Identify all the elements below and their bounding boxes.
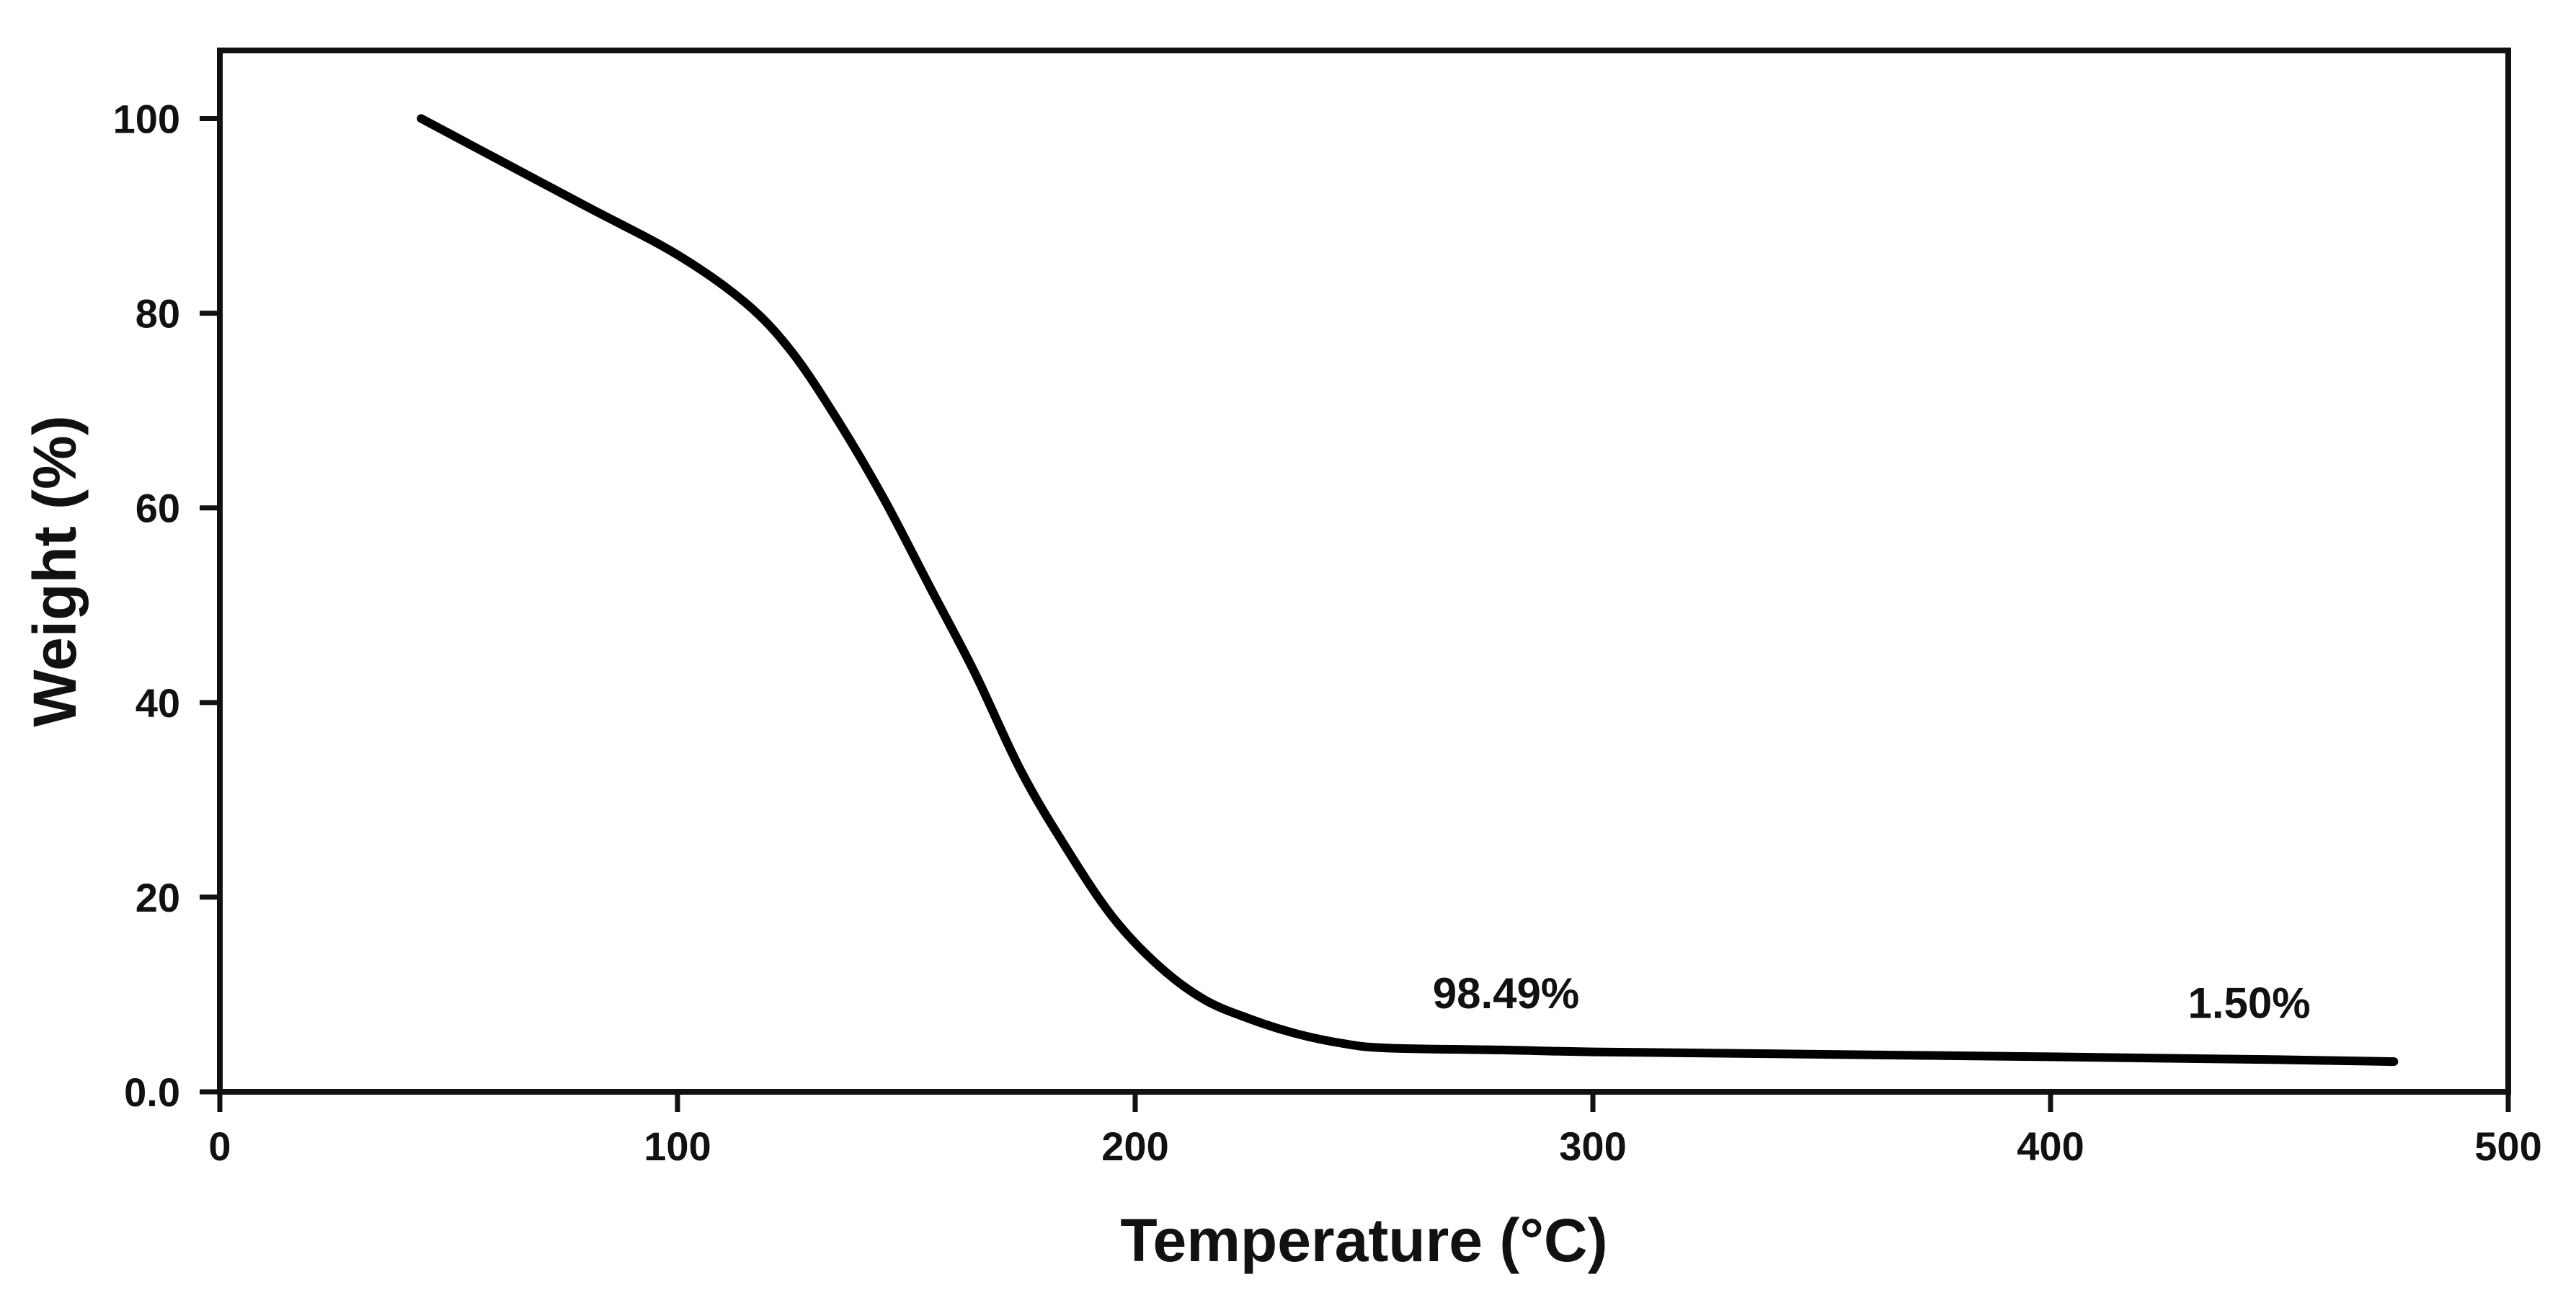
x-tick-label: 400 [2017, 1124, 2084, 1169]
y-tick-label: 100 [113, 97, 180, 142]
tga-curve-line [417, 114, 2399, 1067]
x-axis-ticks: 0 100 200 300 400 500 [208, 1092, 2542, 1169]
x-tick-label: 200 [1101, 1124, 1168, 1169]
series-layer [417, 114, 2399, 1067]
y-tick-label: 60 [136, 486, 180, 531]
x-tick-label: 500 [2474, 1124, 2541, 1169]
x-tick-label: 300 [1559, 1124, 1626, 1169]
y-tick-label: 40 [136, 680, 180, 726]
x-tick-label: 0 [208, 1124, 231, 1169]
y-axis-title: Weight (%) [21, 415, 89, 726]
y-axis-ticks: 0.0 20 40 60 80 100 [113, 97, 220, 1115]
x-tick-label: 100 [644, 1124, 711, 1169]
annotation-layer: 98.49% 1.50% [1433, 969, 2311, 1028]
y-tick-label: 20 [136, 875, 180, 920]
plot-area-frame [217, 48, 2511, 1095]
x-axis-title: Temperature (°C) [1120, 1206, 1607, 1274]
annotation-label: 98.49% [1433, 969, 1580, 1018]
y-tick-label: 0.0 [124, 1069, 180, 1115]
annotation-label: 1.50% [2188, 979, 2311, 1027]
y-tick-label: 80 [136, 291, 180, 337]
